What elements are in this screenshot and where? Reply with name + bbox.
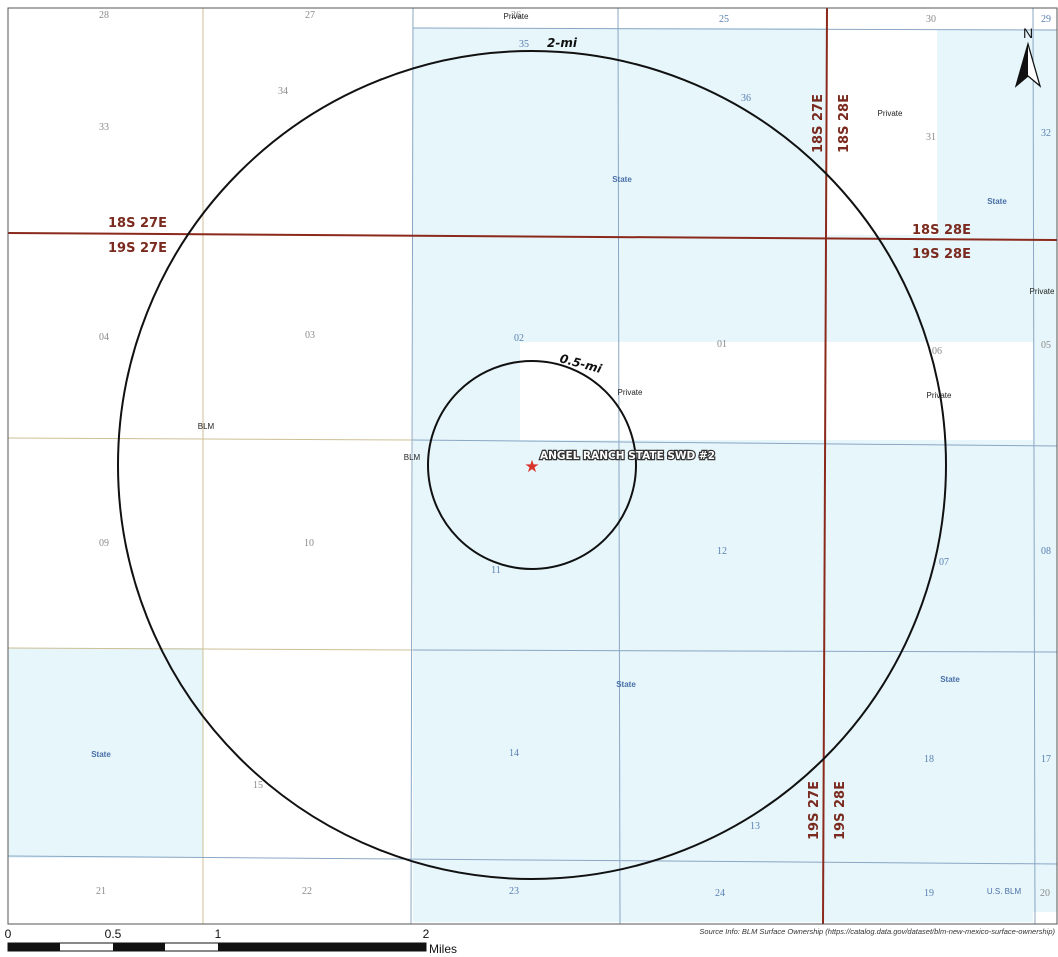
buffer-ring-2mi — [117, 50, 947, 880]
state-parcel — [8, 648, 203, 858]
source-note: Source Info: BLM Surface Ownership (http… — [699, 927, 1055, 936]
scale-segment — [113, 943, 165, 951]
private-parcel — [827, 342, 1033, 440]
north-arrow-label: N — [1023, 25, 1033, 41]
section-label: 08 — [1041, 546, 1051, 557]
ownership-label: Private — [618, 388, 643, 397]
section-label: 10 — [304, 538, 314, 549]
state-land-layer — [8, 28, 1057, 922]
section-label: 26 — [511, 10, 521, 21]
scale-segment — [8, 943, 60, 951]
scale-tick-label: 0.5 — [105, 927, 122, 941]
section-label: 21 — [96, 886, 106, 897]
section-label: 15 — [253, 780, 263, 791]
section-label: 36 — [741, 93, 751, 104]
buffer-ring-halfmi — [427, 360, 637, 570]
township-label: 19S 28E — [912, 247, 971, 262]
ownership-labels: Private Private State State Private Priv… — [91, 12, 1055, 896]
ownership-label: Private — [504, 12, 529, 21]
section-label: 12 — [717, 546, 727, 557]
township-label: 18S 28E — [912, 223, 971, 238]
township-label: 18S 27E — [811, 94, 826, 153]
ownership-label: BLM — [404, 453, 421, 462]
township-label: 18S 28E — [837, 94, 852, 153]
ownership-label: U.S. BLM — [987, 887, 1022, 896]
scale-bar: 0 0.5 1 2 Miles — [5, 927, 457, 956]
state-parcel — [937, 30, 1057, 235]
section-label: 09 — [99, 538, 109, 549]
map-frame — [7, 7, 1058, 925]
section-label: 13 — [750, 821, 760, 832]
scale-tick-label: 1 — [215, 927, 222, 941]
section-label: 01 — [717, 339, 727, 350]
ownership-label: State — [616, 680, 636, 689]
ownership-label: State — [940, 675, 960, 684]
section-label: 34 — [278, 86, 288, 97]
north-arrow: N — [1014, 25, 1042, 88]
scale-tick-label: 0 — [5, 927, 12, 941]
section-label: 11 — [491, 565, 501, 576]
section-label: 17 — [1041, 754, 1051, 765]
section-label: 29 — [1041, 14, 1051, 25]
township-label: 18S 27E — [108, 216, 167, 231]
state-parcel — [413, 440, 1033, 922]
scale-segment — [218, 943, 426, 951]
township-labels: 18S 27E 19S 27E 18S 28E 19S 28E 18S 27E … — [108, 94, 971, 840]
township-label: 19S 27E — [108, 241, 167, 256]
well-label: ANGEL RANCH STATE SWD #2 — [540, 450, 715, 462]
state-parcel — [1033, 232, 1057, 912]
section-label: 28 — [99, 10, 109, 21]
private-parcel — [8, 858, 413, 924]
township-lines — [7, 7, 1058, 925]
ownership-label: State — [612, 175, 632, 184]
section-label: 24 — [715, 888, 725, 899]
section-label: 35 — [519, 39, 529, 50]
township-label: 19S 27E — [807, 781, 822, 840]
section-labels: 28 27 26 25 30 29 34 35 36 33 31 32 04 0… — [96, 10, 1051, 899]
township-line-horizontal — [7, 232, 1058, 241]
section-label: 04 — [99, 332, 109, 343]
ownership-label: State — [91, 750, 111, 759]
section-label: 31 — [926, 132, 936, 143]
private-land-layer — [8, 30, 1033, 924]
township-label: 19S 28E — [833, 781, 848, 840]
ownership-label: Private — [878, 109, 903, 118]
section-label: 25 — [719, 14, 729, 25]
section-label: 18 — [924, 754, 934, 765]
section-lines-blue — [7, 7, 1058, 925]
section-label: 22 — [302, 886, 312, 897]
section-lines-tan — [7, 8, 414, 924]
buffer-label-2mi: 2-mi — [547, 36, 578, 50]
section-label: 14 — [509, 748, 519, 759]
section-label: 03 — [305, 330, 315, 341]
section-label: 23 — [509, 886, 519, 897]
ownership-label: BLM — [198, 422, 215, 431]
ownership-label: Private — [927, 391, 952, 400]
section-label: 30 — [926, 14, 936, 25]
well-marker-icon[interactable]: ★ — [524, 457, 539, 477]
township-line-vertical — [822, 7, 828, 925]
section-label: 06 — [932, 346, 942, 357]
section-label: 19 — [924, 888, 934, 899]
section-label: 20 — [1040, 888, 1050, 899]
section-label: 27 — [305, 10, 315, 21]
private-parcel — [520, 342, 827, 440]
ownership-label: State — [987, 197, 1007, 206]
scale-tick-label: 2 — [423, 927, 430, 941]
section-label: 02 — [514, 333, 524, 344]
section-label: 33 — [99, 122, 109, 133]
section-label: 07 — [939, 557, 949, 568]
scale-unit: Miles — [429, 942, 457, 956]
ownership-label: Private — [1030, 287, 1055, 296]
private-parcel — [827, 30, 937, 235]
state-parcel — [827, 232, 1057, 342]
section-label: 05 — [1041, 340, 1051, 351]
section-label: 32 — [1041, 128, 1051, 139]
north-arrow-shade — [1016, 44, 1028, 86]
